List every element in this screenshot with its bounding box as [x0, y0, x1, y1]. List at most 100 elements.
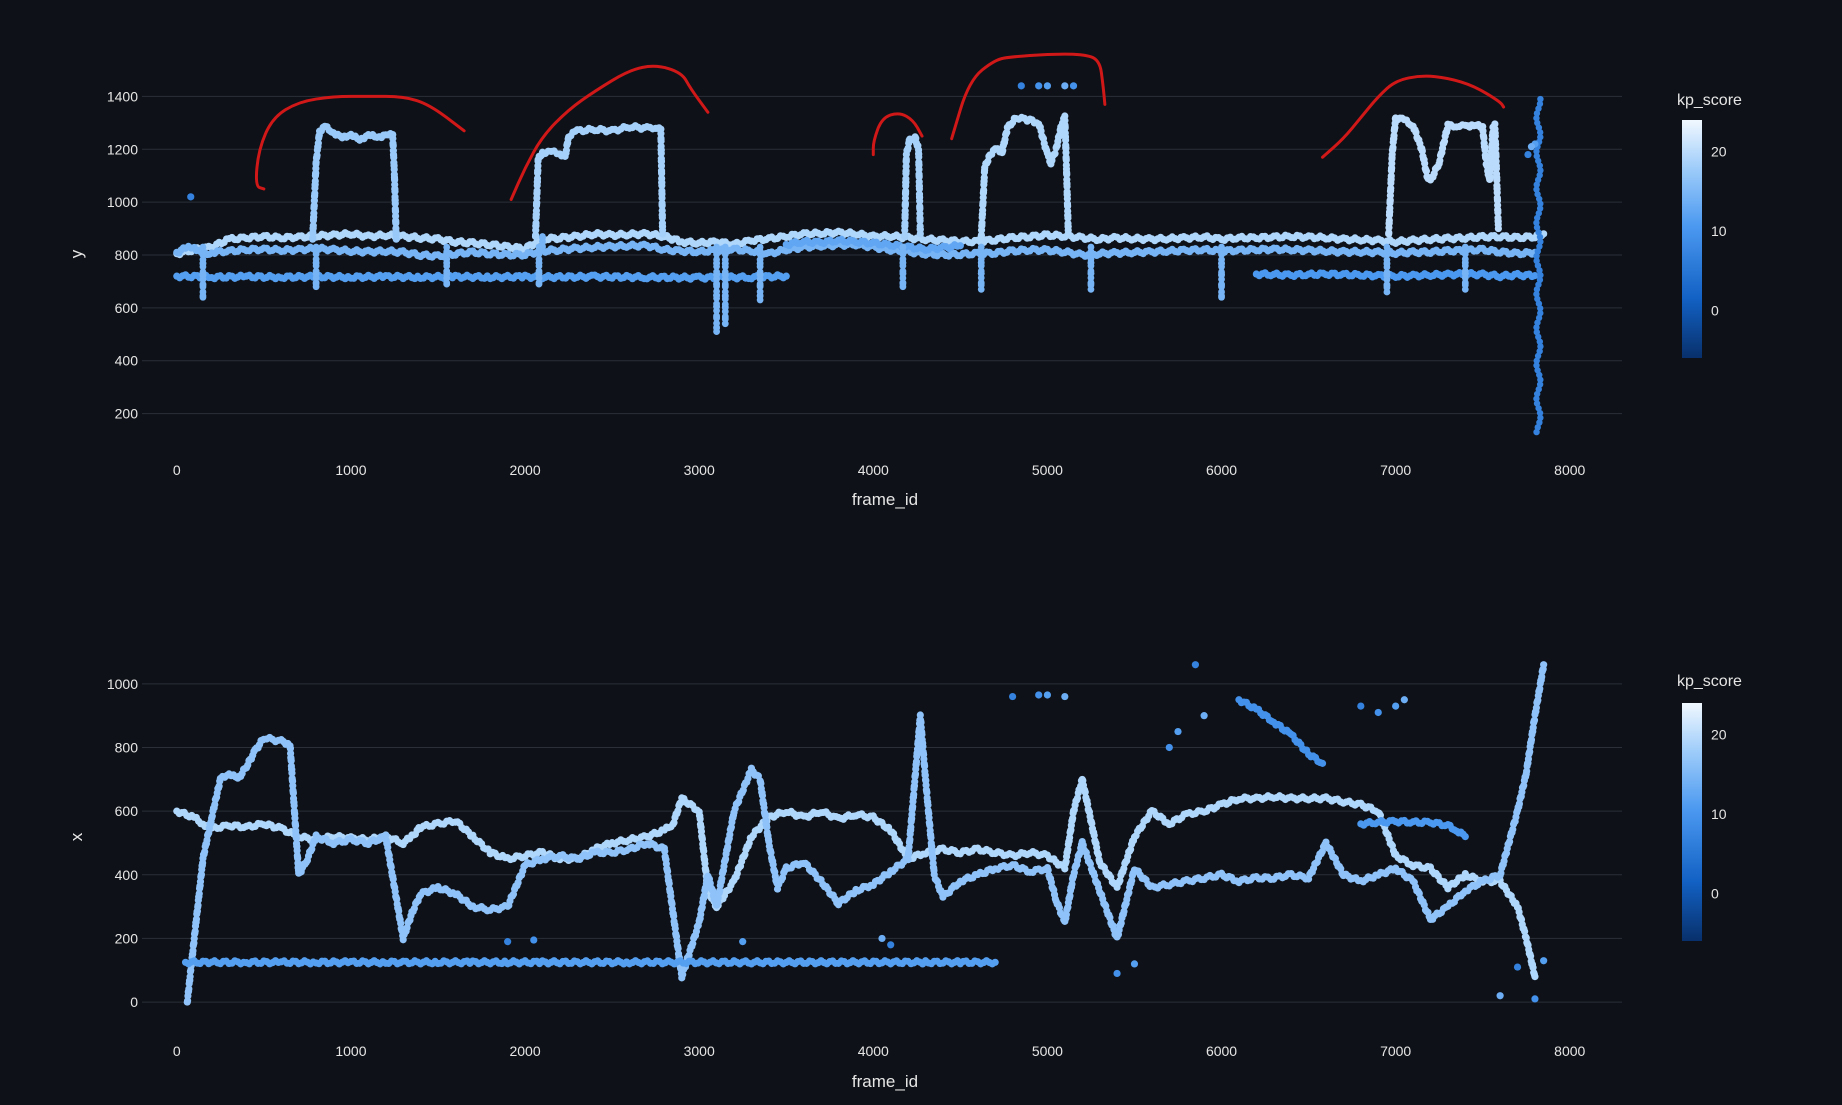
data-point	[899, 262, 907, 270]
x-data-marks	[173, 661, 1548, 1006]
data-point	[1113, 969, 1121, 978]
data-point	[287, 757, 295, 765]
data-point	[756, 250, 764, 258]
data-point	[902, 187, 910, 195]
data-point	[384, 843, 392, 851]
data-point	[187, 193, 195, 201]
data-point	[665, 880, 673, 888]
data-point	[978, 219, 986, 227]
data-point	[1064, 230, 1072, 238]
data-point	[535, 280, 543, 288]
data-point	[721, 275, 729, 283]
data-point	[1530, 716, 1539, 724]
data-point	[1523, 767, 1531, 775]
x-tick-label: 3000	[684, 1043, 715, 1059]
data-point	[1061, 124, 1069, 132]
data-point	[1521, 927, 1529, 935]
data-point	[899, 274, 907, 282]
x-tick-label: 4000	[858, 1043, 889, 1059]
data-point	[924, 801, 932, 809]
data-point	[901, 207, 909, 215]
data-point	[290, 801, 298, 810]
data-point	[532, 219, 540, 227]
data-point	[1043, 82, 1052, 90]
y-tick-label: 200	[115, 406, 139, 422]
data-point	[1492, 164, 1501, 173]
data-point	[289, 789, 297, 797]
data-point	[1537, 309, 1544, 317]
data-point	[392, 235, 400, 243]
data-point	[1491, 120, 1499, 128]
data-point	[1533, 257, 1540, 265]
data-point	[671, 924, 679, 933]
data-point	[1383, 276, 1391, 284]
data-point	[923, 789, 931, 797]
data-point	[1035, 82, 1043, 90]
data-point	[979, 206, 987, 214]
annotation-stroke	[254, 94, 466, 191]
data-point	[309, 222, 317, 230]
y-tick-label: 800	[115, 247, 139, 263]
data-point	[1536, 100, 1544, 108]
data-point	[756, 275, 764, 283]
data-point	[1540, 661, 1548, 669]
data-point	[1536, 419, 1543, 426]
data-point	[1090, 831, 1098, 840]
data-point	[1537, 238, 1544, 245]
y-axis-ticks: 0 200 400 600 800 1000	[107, 676, 138, 1010]
data-point	[977, 285, 985, 293]
data-point	[1527, 143, 1536, 151]
x-tick-label: 0	[173, 462, 181, 478]
data-point	[192, 915, 201, 923]
colorbar-gradient	[1682, 703, 1702, 941]
data-point	[1537, 343, 1544, 350]
y-tick-label: 1000	[107, 676, 138, 692]
data-point	[1480, 134, 1488, 142]
x-tick-label: 6000	[1206, 462, 1237, 478]
data-point	[1087, 262, 1095, 270]
data-point	[1497, 869, 1505, 877]
data-point	[912, 758, 921, 766]
data-point	[504, 938, 512, 946]
data-point	[716, 887, 724, 895]
data-point	[1533, 400, 1541, 407]
data-point	[391, 188, 399, 196]
data-point	[721, 283, 729, 291]
data-point	[1491, 132, 1499, 140]
colorbar-tick-label: 10	[1711, 223, 1727, 239]
data-point	[909, 803, 917, 811]
data-point	[1461, 285, 1469, 293]
data-point	[1533, 224, 1541, 231]
data-point	[1486, 173, 1494, 181]
data-point	[902, 175, 910, 183]
data-point	[291, 822, 300, 830]
data-point	[382, 831, 390, 839]
data-point	[916, 711, 924, 719]
data-point	[919, 743, 927, 751]
annotation-stroke	[950, 52, 1107, 141]
data-point	[199, 283, 207, 291]
y-tick-label: 800	[115, 739, 139, 755]
data-point	[739, 938, 747, 946]
data-point	[916, 217, 924, 225]
y-tick-label: 400	[115, 867, 139, 883]
data-point	[443, 274, 451, 282]
data-point	[1536, 381, 1544, 388]
data-point	[657, 137, 665, 145]
data-point	[920, 762, 929, 770]
x-tick-label: 4000	[858, 462, 889, 478]
x-tick-label: 5000	[1032, 1043, 1063, 1059]
data-point	[977, 250, 985, 258]
y-tick-label: 400	[115, 353, 139, 369]
data-point	[1461, 250, 1469, 258]
red-annotation-strokes	[254, 52, 1506, 201]
data-point	[713, 250, 720, 258]
data-point	[312, 250, 320, 258]
data-point	[1533, 290, 1540, 298]
data-point	[659, 230, 667, 238]
x-axis-ticks: 0 1000 2000 3000 4000 5000 6000 7000 8000	[173, 1043, 1586, 1059]
x-tick-label: 5000	[1032, 462, 1063, 478]
colorbar-tick-label: 20	[1711, 727, 1727, 743]
data-point	[956, 242, 964, 250]
data-point	[1461, 274, 1469, 282]
